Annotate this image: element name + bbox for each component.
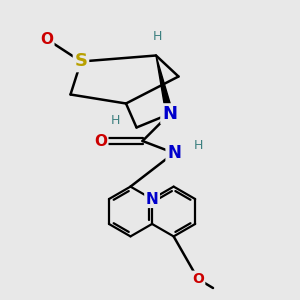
Text: N: N — [167, 144, 181, 162]
Text: O: O — [192, 272, 204, 286]
Text: N: N — [162, 105, 177, 123]
Text: O: O — [94, 134, 107, 148]
Text: H: H — [153, 29, 162, 43]
Polygon shape — [156, 56, 173, 115]
Text: N: N — [146, 192, 158, 206]
Text: O: O — [40, 32, 53, 46]
Text: S: S — [74, 52, 88, 70]
Text: H: H — [193, 139, 203, 152]
Text: H: H — [111, 113, 120, 127]
